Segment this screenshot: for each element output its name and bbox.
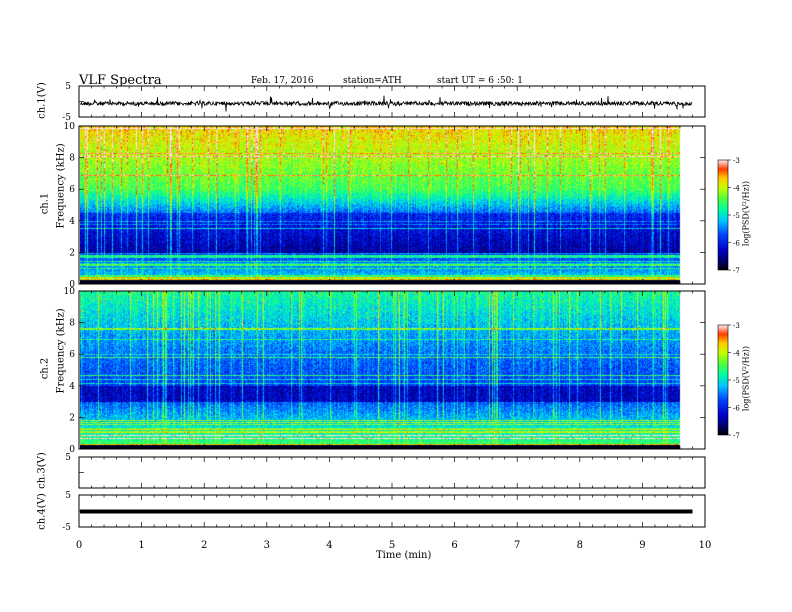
- colorbar-tick-label: -4: [733, 350, 740, 358]
- y-tick-label: 2: [69, 413, 75, 423]
- x-tick-label: 0: [76, 540, 82, 551]
- start-time-label: start UT = 6 :50: 1: [437, 76, 523, 86]
- y-tick-label: 5: [65, 491, 71, 501]
- colorbar-tick-label: -4: [733, 185, 740, 193]
- ch1-colorbar: [718, 160, 728, 270]
- colorbar-tick-label: -7: [733, 432, 740, 440]
- colorbar-tick-label: -5: [733, 377, 740, 385]
- y-tick-label: 5: [65, 82, 71, 92]
- panel-frame-2: [78, 125, 706, 285]
- colorbar-frame: [717, 324, 729, 436]
- station-label: station=ATH: [343, 76, 402, 86]
- ch4-waveform-ylabel: ch.4(V): [36, 493, 48, 530]
- x-tick-label: 1: [138, 540, 144, 551]
- date-label: Feb. 17, 2016: [251, 76, 314, 86]
- colorbar-frame: [717, 159, 729, 271]
- y-tick-label: 5: [65, 453, 71, 463]
- ch1-colorbar-label: log(PSD(V²/Hz)): [741, 180, 751, 247]
- y-tick-label: 0: [69, 445, 75, 455]
- x-tick-label: 8: [577, 540, 583, 551]
- ch3-waveform-ylabel: ch.3(V): [36, 452, 48, 489]
- x-tick-label: 3: [264, 540, 270, 551]
- ch1-spec-ylabel-top: ch.1: [39, 192, 51, 215]
- y-tick-label: 6: [69, 185, 75, 195]
- y-tick-label: 4: [69, 382, 75, 392]
- colorbar-tick-label: -6: [733, 405, 740, 413]
- ch1-spectrogram: [80, 126, 692, 284]
- page-title: VLF Spectra: [79, 73, 162, 88]
- ch1-waveform-ylabel: ch.1(V): [36, 82, 48, 119]
- y-tick-label: 10: [64, 122, 76, 132]
- colorbar-tick-label: -7: [733, 267, 740, 275]
- ch2-colorbar: [718, 325, 728, 435]
- x-tick-label: 4: [326, 540, 332, 551]
- ch2-spec-ylabel: Frequency (kHz): [55, 308, 67, 394]
- colorbar-tick-label: -3: [733, 322, 740, 330]
- x-tick-label: 7: [514, 540, 520, 551]
- ch2-spec-ylabel-top: ch.2: [39, 357, 51, 380]
- colorbar-tick-label: -6: [733, 240, 740, 248]
- y-tick-label: -5: [62, 113, 71, 123]
- y-tick-label: 10: [64, 287, 76, 297]
- y-tick-label: 2: [69, 248, 75, 258]
- y-tick-label: 8: [69, 154, 75, 164]
- ch2-colorbar-label: log(PSD(V²/Hz)): [741, 345, 751, 412]
- x-tick-label: 10: [699, 540, 712, 551]
- x-tick-label: 6: [451, 540, 457, 551]
- y-tick-label: 0: [69, 280, 75, 290]
- ch2-spectrogram: [80, 291, 692, 449]
- panel-frame-3: [78, 290, 706, 450]
- y-tick-label: 8: [69, 319, 75, 329]
- x-tick-label: 2: [201, 540, 207, 551]
- x-tick-label: 9: [639, 540, 645, 551]
- ch1-spec-ylabel: Frequency (kHz): [55, 143, 67, 229]
- x-tick-label: 5: [389, 540, 395, 551]
- colorbar-tick-label: -5: [733, 212, 740, 220]
- y-tick-label: -5: [62, 523, 71, 533]
- y-tick-label: 6: [69, 350, 75, 360]
- x-axis-label: Time (min): [376, 550, 432, 561]
- y-tick-label: 4: [69, 217, 75, 227]
- ch1-waveform-line: [79, 95, 693, 112]
- colorbar-tick-label: -3: [733, 157, 740, 165]
